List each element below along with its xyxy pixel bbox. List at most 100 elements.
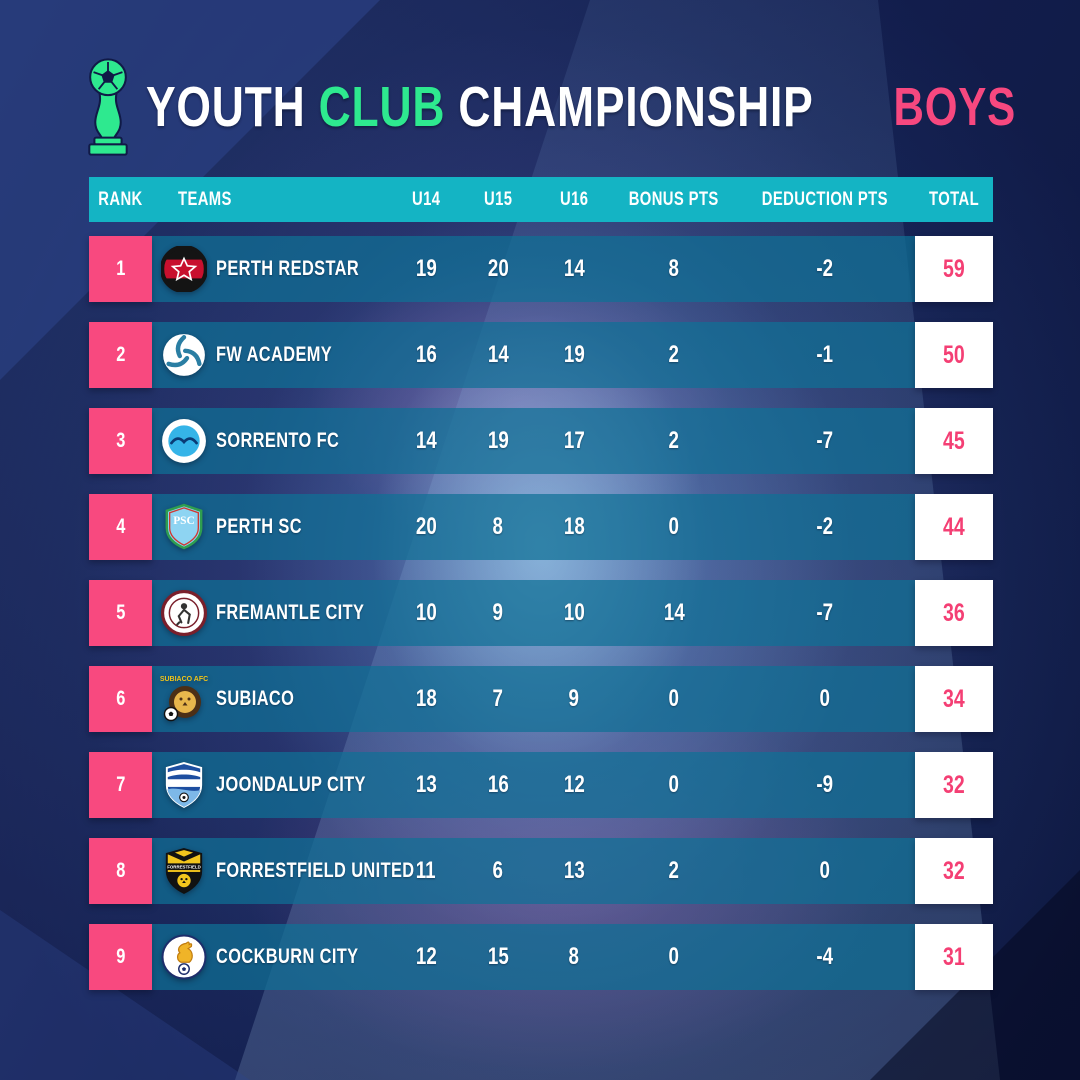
table-header-row: RANK TEAMS U14 U15 U16 BONUS PTS DEDUCTI… [89, 177, 993, 222]
total-badge: 50 [915, 322, 993, 388]
rank-badge: 2 [89, 322, 152, 388]
team-cell: FORRESTFIELD FORRESTFIELD UNITED [152, 838, 414, 904]
rank-badge: 9 [89, 924, 152, 990]
u15-value: 19 [487, 427, 509, 454]
table-row: 1 PERTH REDSTAR 19 20 14 8 -2 59 [89, 236, 993, 302]
column-header-bonus-pts: BONUS PTS [629, 188, 719, 210]
total-badge: 59 [915, 236, 993, 302]
u15-value: 14 [487, 341, 509, 368]
bonus-pts-value: 0 [668, 943, 680, 970]
total-badge: 44 [915, 494, 993, 560]
table-row: 8 FORRESTFIELD FORRESTFIELD UNITED 11 6 … [89, 838, 993, 904]
deduction-pts-value: -2 [816, 255, 833, 282]
forrestfield-united-logo-icon: FORRESTFIELD [160, 843, 208, 899]
bonus-pts-value: 2 [668, 341, 680, 368]
team-cell: SUBIACO AFC SUBIACO [152, 666, 390, 732]
u15-value: 9 [492, 599, 504, 626]
table-row: 2 FW ACADEMY 16 14 19 2 -1 50 [89, 322, 993, 388]
u15-value: 20 [487, 255, 509, 282]
team-cell: PSC PERTH SC [152, 494, 390, 560]
deduction-pts-value: -2 [816, 513, 833, 540]
u16-value: 10 [563, 599, 585, 626]
svg-text:SUBIACO AFC: SUBIACO AFC [160, 676, 208, 683]
rank-badge: 8 [89, 838, 152, 904]
title-word-championship: CHAMPIONSHIP [458, 75, 814, 139]
team-cell: SORRENTO FC [152, 408, 390, 474]
u16-value: 8 [568, 943, 580, 970]
rank-badge: 5 [89, 580, 152, 646]
u14-value: 14 [415, 427, 437, 454]
bonus-pts-value: 2 [668, 427, 680, 454]
fremantle-city-logo-icon [160, 585, 208, 641]
column-header-u14: U14 [411, 188, 441, 210]
u14-value: 19 [415, 255, 437, 282]
team-name: PERTH SC [216, 515, 302, 538]
table-row: 7 JOONDALUP CITY 13 16 12 0 -9 32 [89, 752, 993, 818]
bonus-pts-value: 0 [668, 513, 680, 540]
team-name: SUBIACO [216, 687, 295, 710]
bonus-pts-value: 2 [668, 857, 680, 884]
perth-redstar-logo-icon [160, 241, 208, 297]
svg-text:FORRESTFIELD: FORRESTFIELD [167, 865, 201, 870]
total-badge: 32 [915, 838, 993, 904]
u16-value: 12 [563, 771, 585, 798]
u16-value: 9 [568, 685, 580, 712]
team-cell: FREMANTLE CITY [152, 580, 390, 646]
column-header-teams: TEAMS [178, 188, 232, 210]
u14-value: 12 [415, 943, 437, 970]
total-badge: 45 [915, 408, 993, 474]
u15-value: 8 [492, 513, 504, 540]
u14-value: 11 [416, 857, 436, 884]
table-row: 6 SUBIACO AFC SUBIACO 18 7 9 0 0 34 [89, 666, 993, 732]
u16-value: 17 [563, 427, 585, 454]
table-row: 9 COCKBURN CITY 12 15 8 0 -4 31 [89, 924, 993, 990]
deduction-pts-value: -9 [816, 771, 833, 798]
total-badge: 34 [915, 666, 993, 732]
team-cell: JOONDALUP CITY [152, 752, 390, 818]
u16-value: 19 [563, 341, 585, 368]
cockburn-city-logo-icon [160, 929, 208, 985]
u14-value: 10 [415, 599, 437, 626]
table-row: 4 PSC PERTH SC 20 8 18 0 -2 44 [89, 494, 993, 560]
table-row: 5 FREMANTLE CITY 10 9 10 14 -7 36 [89, 580, 993, 646]
sorrento-fc-logo-icon [160, 413, 208, 469]
column-header-u16: U16 [559, 188, 589, 210]
u16-value: 13 [563, 857, 585, 884]
joondalup-city-logo-icon [160, 757, 208, 813]
total-badge: 36 [915, 580, 993, 646]
svg-text:PSC: PSC [173, 515, 195, 527]
u15-value: 7 [492, 685, 504, 712]
team-name: FREMANTLE CITY [216, 601, 365, 624]
trophy-icon [88, 58, 128, 156]
team-cell: COCKBURN CITY [152, 924, 390, 990]
u16-value: 18 [563, 513, 585, 540]
u14-value: 16 [415, 341, 437, 368]
team-name: JOONDALUP CITY [216, 773, 366, 796]
category-badge: BOYS [893, 77, 1016, 137]
total-badge: 32 [915, 752, 993, 818]
bonus-pts-value: 0 [668, 771, 680, 798]
bonus-pts-value: 0 [668, 685, 680, 712]
column-header-rank: RANK [98, 188, 143, 210]
column-header-deduction-pts: DEDUCTION PTS [761, 188, 888, 210]
u14-value: 13 [415, 771, 437, 798]
u15-value: 15 [487, 943, 509, 970]
rank-badge: 4 [89, 494, 152, 560]
u14-value: 18 [415, 685, 437, 712]
masthead: YOUTH CLUB CHAMPIONSHIP BOYS [0, 0, 1080, 177]
bonus-pts-value: 14 [663, 599, 685, 626]
column-header-total: TOTAL [929, 188, 979, 210]
bonus-pts-value: 8 [668, 255, 680, 282]
rank-badge: 6 [89, 666, 152, 732]
rank-badge: 7 [89, 752, 152, 818]
team-name: SORRENTO FC [216, 429, 340, 452]
fw-academy-logo-icon [160, 327, 208, 383]
team-cell: FW ACADEMY [152, 322, 390, 388]
title-word-youth: YOUTH [146, 75, 306, 139]
standings-table: RANK TEAMS U14 U15 U16 BONUS PTS DEDUCTI… [89, 177, 993, 990]
perth-sc-logo-icon: PSC [160, 499, 208, 555]
u15-value: 6 [492, 857, 504, 884]
team-name: COCKBURN CITY [216, 945, 359, 968]
deduction-pts-value: 0 [819, 685, 830, 712]
